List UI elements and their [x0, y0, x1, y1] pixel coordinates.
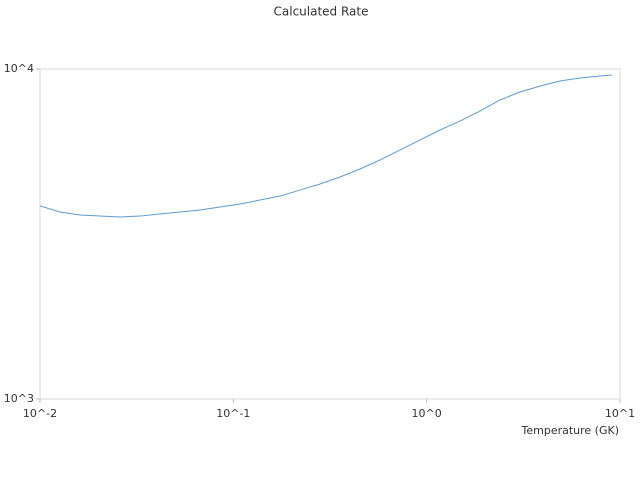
y-tick-label: 10^4 — [4, 62, 34, 75]
data-line — [39, 74, 613, 218]
y-tick-label: 10^3 — [4, 392, 34, 405]
x-tick-label: 10^-1 — [216, 407, 250, 420]
x-tick-label: 10^0 — [412, 407, 442, 420]
x-tick-label: 10^1 — [605, 407, 635, 420]
x-axis-label: Temperature (GK) — [521, 424, 620, 437]
plot-frame — [39, 68, 621, 400]
x-tick-label: 10^-2 — [23, 407, 57, 420]
chart-title: Calculated Rate — [274, 5, 369, 19]
